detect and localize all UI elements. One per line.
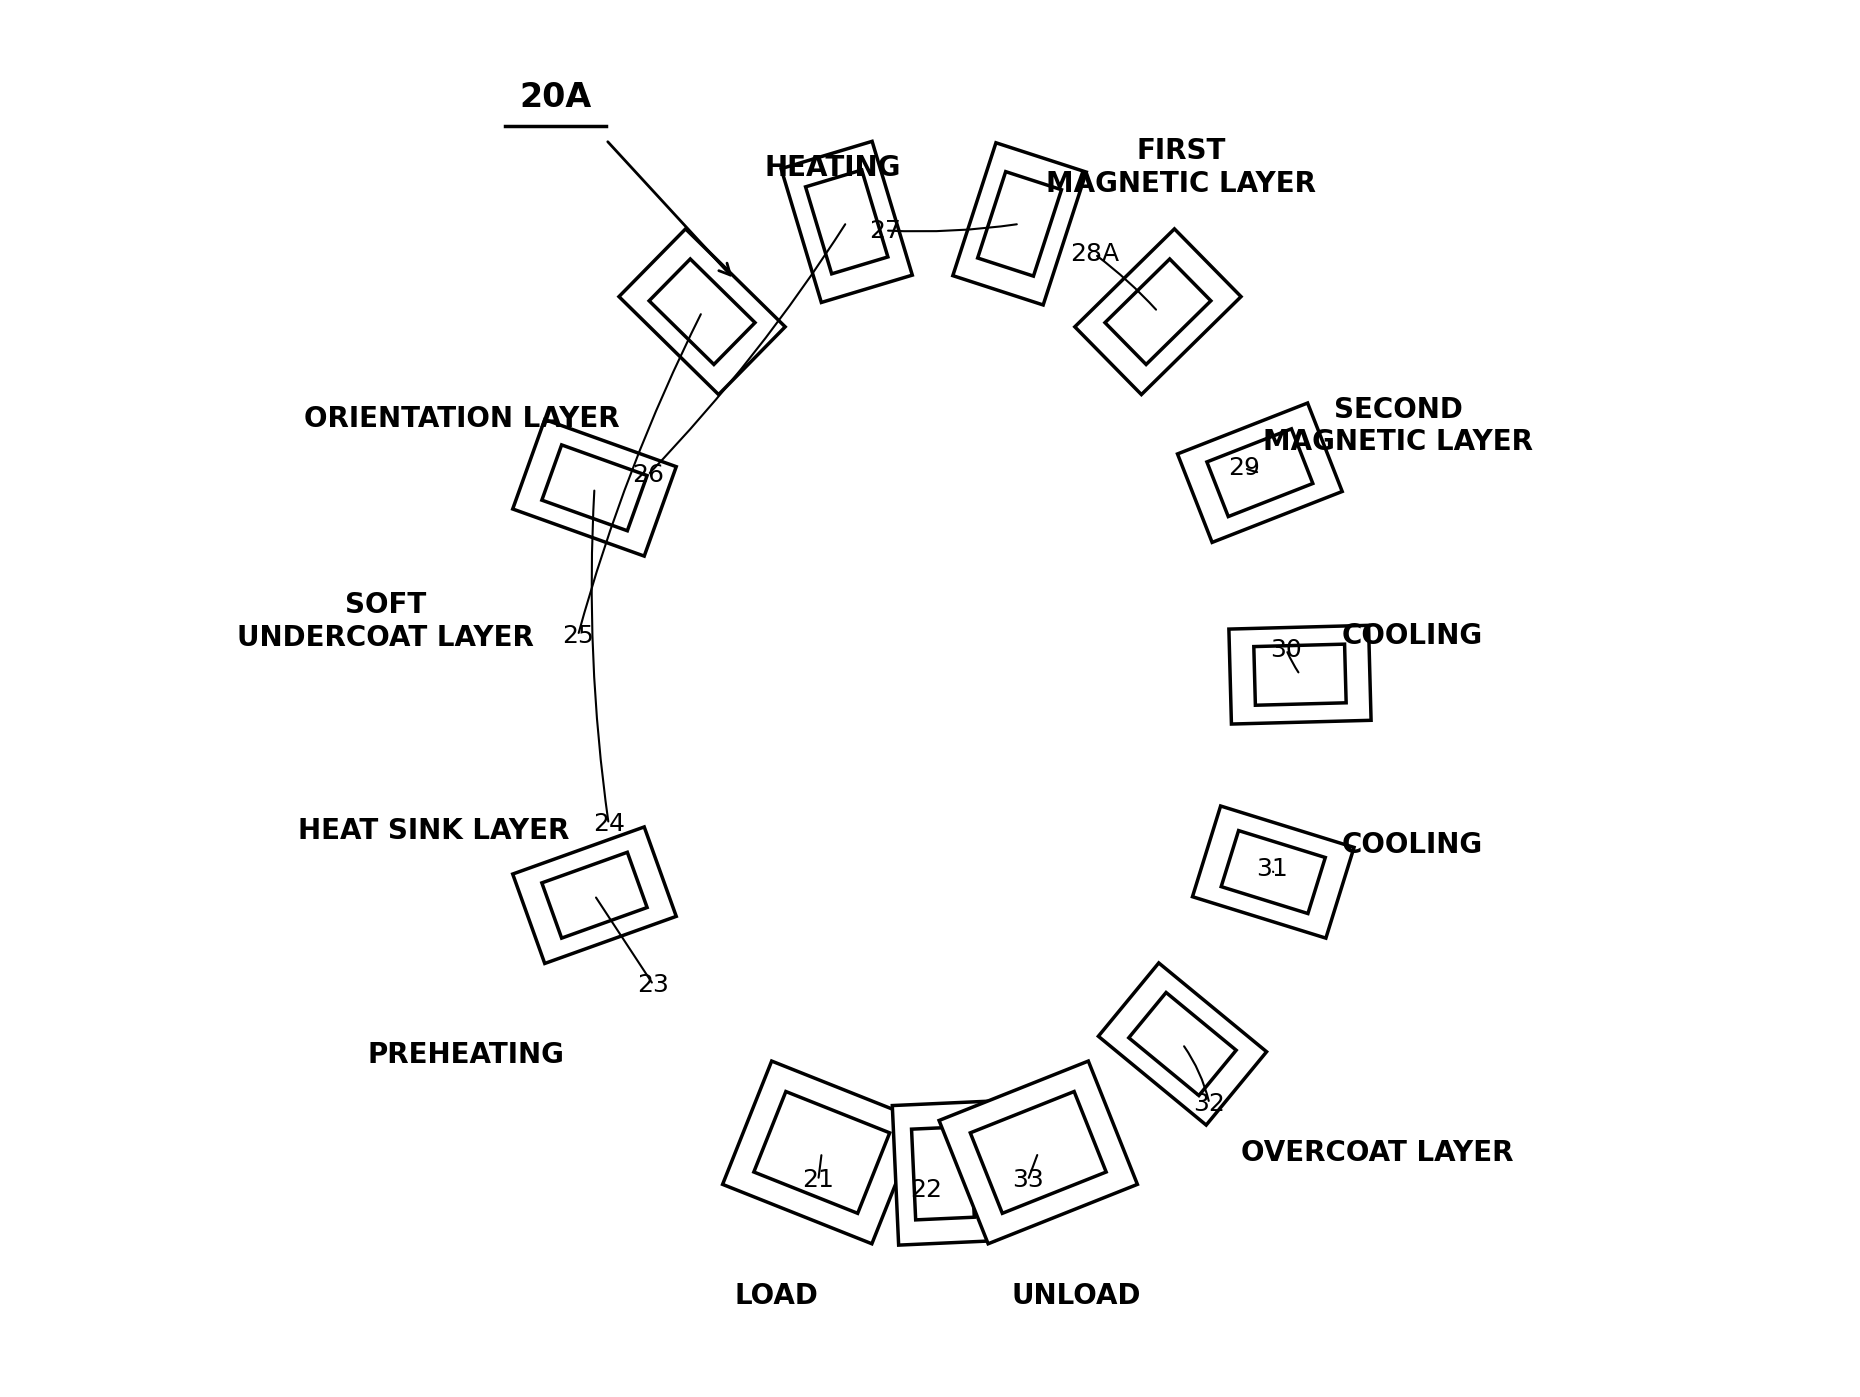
Text: 31: 31 (1256, 856, 1289, 882)
Polygon shape (513, 827, 677, 964)
Polygon shape (781, 141, 911, 303)
Polygon shape (1099, 963, 1267, 1125)
Text: 28A: 28A (1070, 242, 1120, 267)
Polygon shape (971, 1091, 1107, 1214)
Text: 25: 25 (562, 623, 593, 648)
Polygon shape (513, 419, 677, 556)
Text: 27: 27 (869, 218, 902, 243)
Text: ORIENTATION LAYER: ORIENTATION LAYER (305, 405, 619, 433)
Polygon shape (619, 229, 785, 394)
Text: 32: 32 (1194, 1091, 1226, 1116)
Polygon shape (805, 170, 887, 274)
Polygon shape (952, 142, 1086, 305)
Polygon shape (1075, 229, 1241, 394)
Text: LOAD: LOAD (735, 1282, 818, 1310)
Text: SOFT
UNDERCOAT LAYER: SOFT UNDERCOAT LAYER (236, 591, 534, 652)
Polygon shape (649, 258, 755, 365)
Text: 29: 29 (1228, 455, 1261, 481)
Polygon shape (1105, 258, 1211, 365)
Polygon shape (1129, 992, 1237, 1095)
Polygon shape (541, 852, 647, 939)
Text: OVERCOAT LAYER: OVERCOAT LAYER (1241, 1139, 1514, 1166)
Polygon shape (911, 1126, 975, 1220)
Polygon shape (1254, 644, 1347, 705)
Polygon shape (939, 1062, 1138, 1243)
Text: 26: 26 (632, 462, 664, 488)
Text: COOLING: COOLING (1341, 622, 1482, 650)
Polygon shape (1177, 402, 1343, 542)
Text: UNLOAD: UNLOAD (1012, 1282, 1142, 1310)
Text: FIRST
MAGNETIC LAYER: FIRST MAGNETIC LAYER (1047, 137, 1317, 198)
Text: PREHEATING: PREHEATING (368, 1041, 565, 1069)
Polygon shape (893, 1101, 993, 1245)
Text: HEATING: HEATING (764, 154, 900, 182)
Polygon shape (1222, 831, 1326, 914)
Polygon shape (1207, 429, 1313, 517)
Text: 23: 23 (638, 972, 670, 997)
Text: 20A: 20A (519, 81, 591, 115)
Polygon shape (541, 444, 647, 531)
Text: 33: 33 (1012, 1168, 1043, 1193)
Text: COOLING: COOLING (1341, 831, 1482, 859)
Polygon shape (1229, 626, 1371, 724)
Polygon shape (978, 172, 1062, 277)
Text: 21: 21 (802, 1168, 833, 1193)
Polygon shape (1192, 806, 1354, 939)
Text: 24: 24 (593, 812, 625, 837)
Text: SECOND
MAGNETIC LAYER: SECOND MAGNETIC LAYER (1263, 395, 1533, 457)
Polygon shape (722, 1062, 921, 1243)
Text: 30: 30 (1270, 637, 1302, 662)
Polygon shape (753, 1091, 889, 1214)
Text: HEAT SINK LAYER: HEAT SINK LAYER (298, 817, 569, 845)
Text: 22: 22 (910, 1178, 941, 1203)
